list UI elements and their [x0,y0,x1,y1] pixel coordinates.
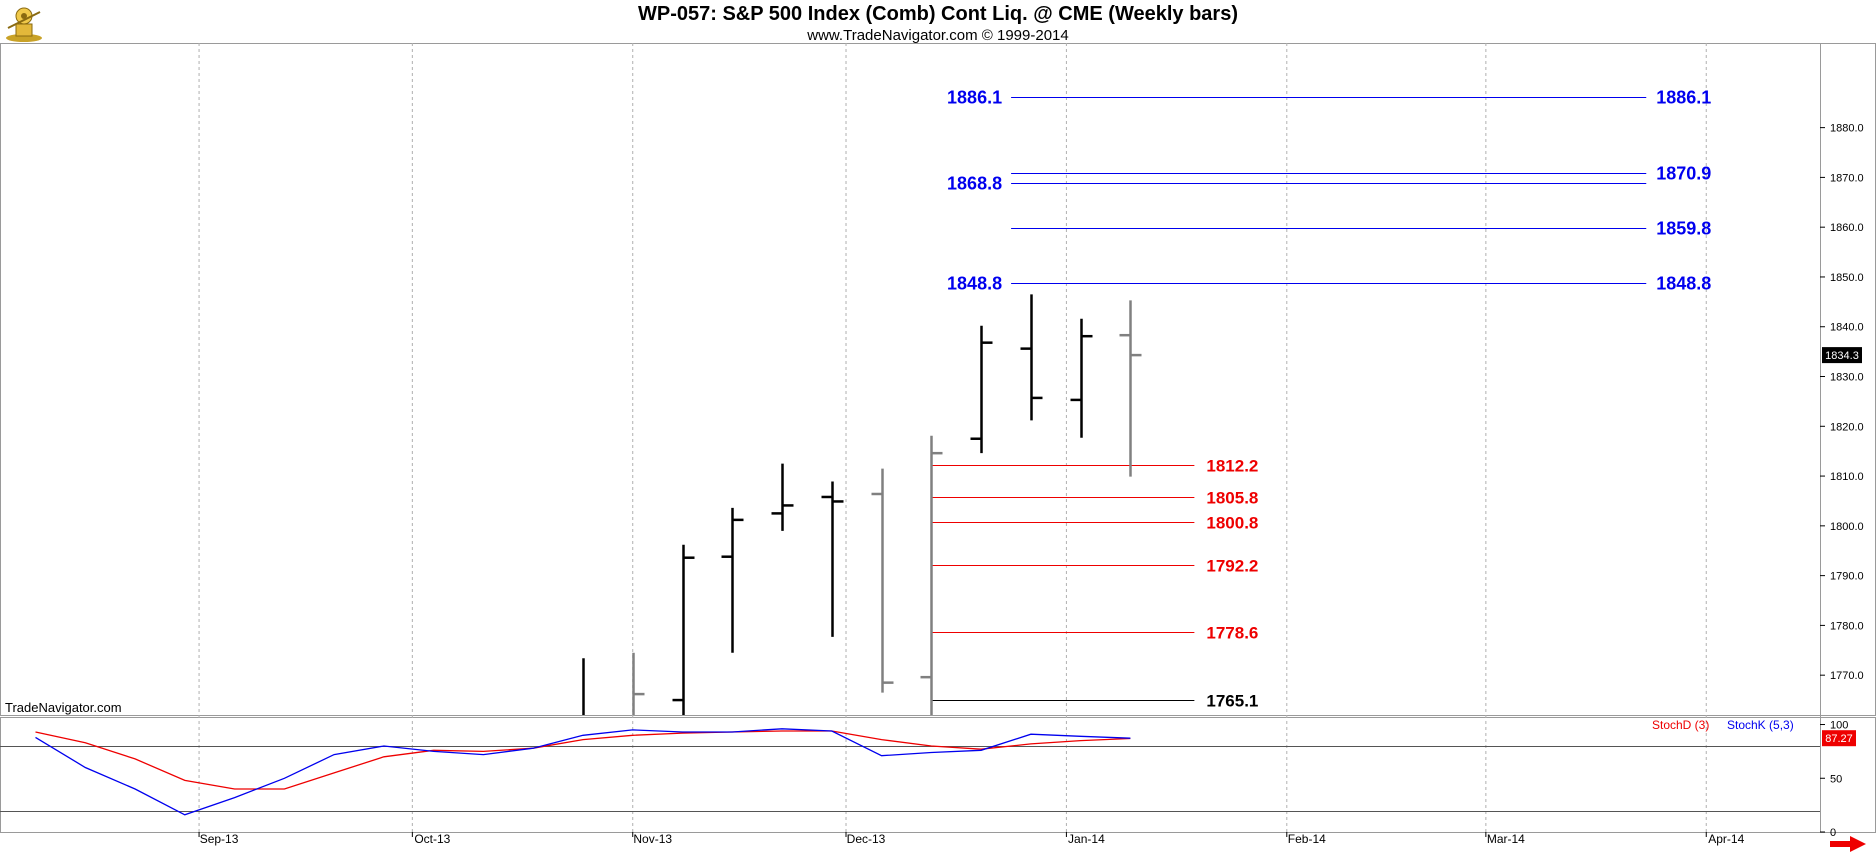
watermark-text: TradeNavigator.com [5,700,122,715]
ohlc-bar [821,481,844,637]
y-tick-label: 1790.0 [1830,571,1864,583]
level-label-right: 1870.9 [1656,164,1711,184]
ohlc-bar [970,325,993,454]
x-tick-label: Nov-13 [633,832,672,846]
stoch-series-line [35,730,1131,790]
stoch-y-tick-label: 0 [1830,827,1836,839]
x-tick-label: Jan-14 [1068,832,1105,846]
stoch-series-line [35,728,1131,816]
level-label: 1765.1 [1206,692,1258,711]
x-tick-label: Apr-14 [1708,832,1744,846]
level-label-right: 1848.8 [1656,274,1711,294]
level-label: 1778.6 [1206,624,1258,643]
ohlc-bar [1020,294,1043,421]
stoch-last-value-tag [1822,730,1856,747]
y-tick-label: 1860.0 [1830,222,1864,234]
x-tick-label: Oct-13 [414,832,450,846]
x-tick-label: Feb-14 [1288,832,1326,846]
stoch-y-tick-label: 100 [1830,720,1848,732]
y-tick-label: 1810.0 [1830,471,1864,483]
ohlc-bar [632,652,645,715]
y-tick-label: 1870.0 [1830,172,1864,184]
y-tick-label: 1880.0 [1830,123,1864,135]
x-tick-label: Sep-13 [200,832,239,846]
level-label-right: 1859.8 [1656,219,1711,239]
chart-title: WP-057: S&P 500 Index (Comb) Cont Liq. @… [638,3,1238,25]
level-label-left: 1868.8 [947,174,1002,194]
ohlc-bar [1119,300,1142,477]
chart-subtitle: www.TradeNavigator.com © 1999-2014 [807,27,1069,44]
ohlc-bar [920,435,943,715]
ohlc-bar [721,507,744,653]
y-tick-label: 1830.0 [1830,372,1864,384]
ohlc-bar [1070,318,1093,438]
level-label: 1800.8 [1206,514,1258,533]
ohlc-bar [871,468,894,693]
y-tick-label: 1840.0 [1830,322,1864,334]
last-price-tag [1822,347,1862,364]
y-tick-label: 1770.0 [1830,670,1864,682]
x-tick-label: Dec-13 [847,832,886,846]
level-label: 1812.2 [1206,457,1258,476]
last-price-label: 1834.3 [1825,350,1859,362]
level-label: 1805.8 [1206,489,1258,508]
tradenavigator-logo-icon [6,7,42,42]
y-tick-label: 1850.0 [1830,272,1864,284]
stoch-legend-d: StochD (3) [1652,718,1709,732]
level-label-right: 1886.1 [1656,88,1711,108]
price-panel-border [0,43,1876,716]
level-label-left: 1886.1 [947,88,1002,108]
y-tick-label: 1800.0 [1830,521,1864,533]
scroll-right-arrow-icon[interactable] [1830,836,1866,852]
y-tick-label: 1780.0 [1830,620,1864,632]
stoch-legend-k: StochK (5,3) [1727,718,1794,732]
stoch-last-value-label: 87.27 [1825,733,1853,745]
ohlc-bar [672,544,695,715]
stochastic-panel-border [0,717,1876,833]
level-label: 1792.2 [1206,557,1258,576]
x-tick-label: Mar-14 [1487,832,1525,846]
stoch-y-tick-label: 50 [1830,773,1842,785]
level-label-left: 1848.8 [947,274,1002,294]
y-tick-label: 1820.0 [1830,421,1864,433]
ohlc-bar [771,463,794,531]
